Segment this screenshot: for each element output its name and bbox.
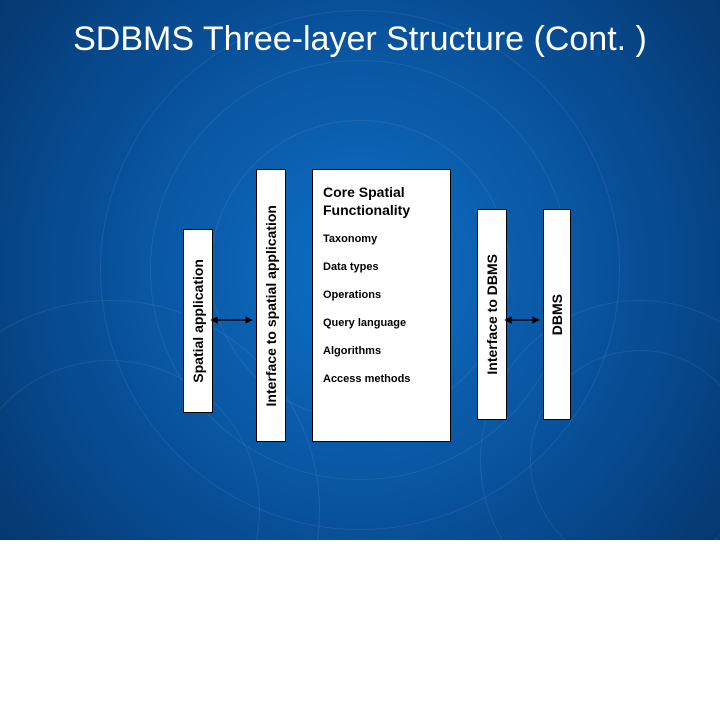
core-item: Algorithms [323, 345, 440, 357]
core-list: Taxonomy Data types Operations Query lan… [323, 233, 440, 385]
core-title: Core Spatial Functionality [323, 184, 440, 219]
arrow-spatial-to-interface [213, 316, 256, 324]
box-spatial-application: Spatial application [183, 229, 213, 413]
box-core-functionality: Core Spatial Functionality Taxonomy Data… [312, 169, 451, 442]
core-item: Operations [323, 289, 440, 301]
arrow-interface-to-dbms [507, 316, 543, 324]
core-item: Data types [323, 261, 440, 273]
core-item: Taxonomy [323, 233, 440, 245]
core-item: Access methods [323, 373, 440, 385]
box-interface-right: Interface to DBMS [477, 209, 507, 420]
diagram-canvas: Spatial application Interface to spatial… [0, 0, 720, 540]
label-interface-right: Interface to DBMS [484, 254, 500, 375]
box-dbms: DBMS [543, 209, 571, 420]
label-interface-left: Interface to spatial application [263, 205, 279, 407]
box-interface-left: Interface to spatial application [256, 169, 286, 442]
core-item: Query language [323, 317, 440, 329]
label-dbms: DBMS [549, 294, 565, 335]
label-spatial-application: Spatial application [190, 259, 206, 383]
